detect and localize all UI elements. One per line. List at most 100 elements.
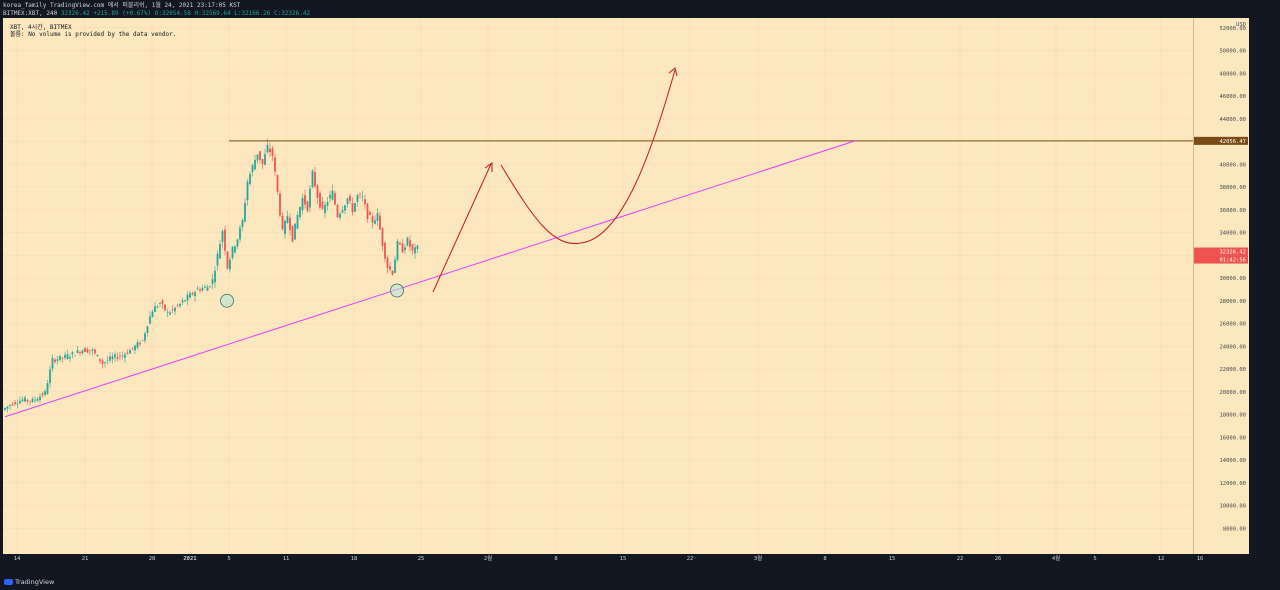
candle-body xyxy=(359,194,361,196)
publish-info: korea_family TradingView.com 에서 퍼블리쉬, 1월… xyxy=(3,2,241,9)
candle-body xyxy=(81,350,84,354)
y-tick-label: 40000.00 xyxy=(1220,162,1247,168)
candle-body xyxy=(211,279,214,285)
candle-body xyxy=(141,340,144,341)
candle-body xyxy=(331,190,334,200)
candle-body xyxy=(319,192,321,208)
candle-body xyxy=(129,350,131,354)
x-tick-label: 28 xyxy=(149,556,156,562)
x-tick-label: 4월 xyxy=(1052,554,1060,562)
candle-body xyxy=(104,362,106,364)
candle-body xyxy=(161,300,164,304)
y-tick-label: 44000.00 xyxy=(1220,117,1247,123)
candle-body xyxy=(6,406,9,409)
candle-body xyxy=(86,349,89,353)
candle-body xyxy=(401,243,404,253)
candle-body xyxy=(364,199,366,205)
candle-body xyxy=(14,402,16,404)
candle-body xyxy=(294,223,296,240)
candle-body xyxy=(224,229,226,251)
candle-body xyxy=(234,246,236,253)
price-change: +215.89 (+0.67%) xyxy=(93,10,152,17)
y-tick-label: 26000.00 xyxy=(1220,322,1247,328)
candle-body xyxy=(156,306,159,308)
candle-body xyxy=(311,170,314,188)
x-tick-label: 25 xyxy=(418,556,425,562)
x-tick-label: 12 xyxy=(1158,556,1165,562)
ohlc-values: O:32054.58 H:32569.64 L:32166.26 C:32326… xyxy=(154,10,311,17)
chart-svg[interactable]: 8000.00 10000.00 12000.00 14000.00 16000.00 1… xyxy=(3,18,1249,562)
candle-body xyxy=(344,205,346,211)
candle-body xyxy=(51,357,54,369)
candle-body xyxy=(179,303,181,307)
candle-body xyxy=(394,259,396,273)
candle-body xyxy=(301,197,304,211)
candle-body xyxy=(164,304,166,311)
candle-body xyxy=(74,355,76,357)
x-tick-label: 11 xyxy=(283,556,290,562)
x-tick-label: 26 xyxy=(995,556,1002,562)
x-tick-label: 14 xyxy=(14,556,21,562)
y-tick-label: 12000.00 xyxy=(1220,481,1247,487)
symbol-name: BITMEX:XBT, 240 xyxy=(3,10,58,17)
tradingview-logo-icon xyxy=(4,579,13,585)
candle-body xyxy=(279,193,281,216)
candle-body xyxy=(26,399,29,402)
candle-body xyxy=(389,266,391,270)
price-chart[interactable]: 8000.00 10000.00 12000.00 14000.00 16000.00 1… xyxy=(3,18,1249,562)
candle-body xyxy=(186,294,189,301)
candle-body xyxy=(271,148,274,156)
candle-body xyxy=(39,396,41,400)
candle-body xyxy=(254,160,256,170)
y-tick-label: 30000.00 xyxy=(1220,276,1247,282)
candle-body xyxy=(64,354,66,358)
candle-body xyxy=(146,326,149,333)
candle-body xyxy=(59,355,61,361)
candle-body xyxy=(406,237,409,246)
candle-body xyxy=(354,203,356,212)
countdown-tag-bg xyxy=(1194,255,1248,264)
candle-body xyxy=(281,216,284,230)
candle-body xyxy=(219,243,221,259)
volume-note: 볼륨: No volume is provided by the data ve… xyxy=(10,31,177,38)
candle-body xyxy=(154,306,156,313)
candle-body xyxy=(126,352,129,354)
forecast-arrowhead xyxy=(484,162,493,172)
candle-body xyxy=(379,215,381,230)
x-tick-label: 15 xyxy=(889,556,896,562)
candle-body xyxy=(56,359,59,361)
candle-body xyxy=(249,173,251,185)
candle-body xyxy=(239,227,241,240)
x-tick-label: 5 xyxy=(227,556,230,562)
candle-body xyxy=(201,288,204,291)
candle-body xyxy=(114,354,116,358)
forecast-curve xyxy=(500,69,676,245)
x-tick-label: 22 xyxy=(957,556,964,562)
candle-body xyxy=(149,316,151,324)
candle-body xyxy=(381,228,384,247)
last-price: 32326.42 xyxy=(60,10,90,17)
y-tick-label: 18000.00 xyxy=(1220,413,1247,419)
candle-body xyxy=(189,293,191,298)
y-tick-label: 34000.00 xyxy=(1220,231,1247,237)
x-tick-label: 22 xyxy=(687,556,694,562)
candle-body xyxy=(29,401,31,402)
candle-body xyxy=(19,400,21,404)
candle-body xyxy=(269,148,271,153)
candle-body xyxy=(276,175,279,192)
candle-body xyxy=(286,216,289,224)
candle-body xyxy=(134,345,136,351)
candle-body xyxy=(4,407,6,410)
time-axis-panel xyxy=(3,554,1249,562)
candle-body xyxy=(414,247,416,254)
candle-body xyxy=(94,349,96,354)
candle-body xyxy=(346,198,349,205)
candle-body xyxy=(46,383,49,395)
footer xyxy=(0,574,1280,590)
candle-body xyxy=(36,399,39,402)
forecast-arrow-up xyxy=(432,163,492,293)
candle-body xyxy=(119,355,121,357)
candle-body xyxy=(184,300,186,302)
candle-body xyxy=(131,347,134,349)
candle-body xyxy=(41,393,44,396)
